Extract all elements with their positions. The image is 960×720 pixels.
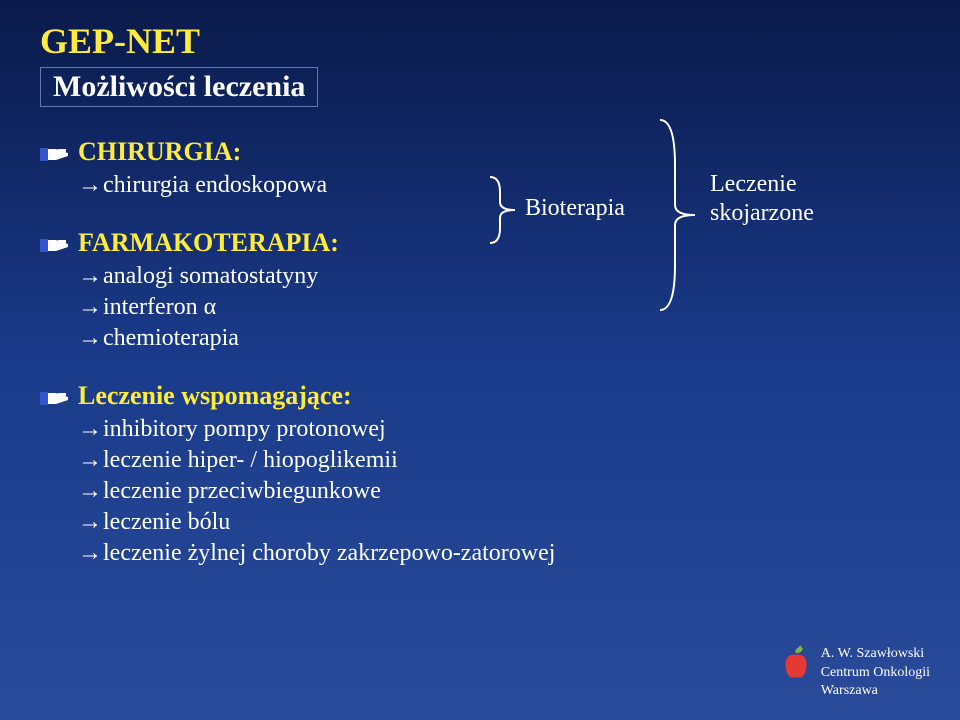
bioterapia-label: Bioterapia <box>525 195 625 222</box>
brace-small-icon <box>485 175 520 245</box>
farmakoterapia-body: FARMAKOTERAPIA: analogi somatostatyny in… <box>78 228 560 356</box>
subtitle-box: Możliwości leczenia <box>40 67 318 107</box>
page-subtitle: Możliwości leczenia <box>53 70 305 104</box>
list-item: leczenie przeciwbiegunkowe <box>103 478 560 505</box>
apple-icon <box>781 645 811 680</box>
point-right-icon <box>40 142 70 167</box>
leczenie-line1: Leczenie <box>710 170 814 199</box>
point-right-icon <box>40 386 70 411</box>
brace-large-icon <box>655 115 700 315</box>
list-item: leczenie hiper- / hiopoglikemii <box>103 447 560 474</box>
leczenie-line2: skojarzone <box>710 199 814 228</box>
point-right-icon <box>40 233 70 258</box>
wspomaganie-heading: Leczenie wspomagające: <box>78 381 560 411</box>
leczenie-label: Leczenie skojarzone <box>710 170 814 228</box>
list-item: inhibitory pompy protonowej <box>103 416 560 443</box>
left-column: CHIRURGIA: chirurgia endoskopowa FARMAKO… <box>40 137 560 596</box>
logo-text: A. W. Szawłowski Centrum Onkologii Warsz… <box>821 645 930 700</box>
wspomaganie-body: Leczenie wspomagające: inhibitory pompy … <box>78 381 560 571</box>
logo-line1: A. W. Szawłowski <box>821 645 930 663</box>
section-chirurgia: CHIRURGIA: chirurgia endoskopowa <box>40 137 560 203</box>
page-title: GEP-NET <box>40 20 920 62</box>
logo-area: A. W. Szawłowski Centrum Onkologii Warsz… <box>781 645 930 700</box>
logo-line2: Centrum Onkologii <box>821 664 930 682</box>
section-farmakoterapia: FARMAKOTERAPIA: analogi somatostatyny in… <box>40 228 560 356</box>
list-item: interferon α <box>103 294 560 321</box>
wspomaganie-list: inhibitory pompy protonowej leczenie hip… <box>78 416 560 567</box>
chirurgia-heading: CHIRURGIA: <box>78 137 560 167</box>
logo-line3: Warszawa <box>821 682 930 700</box>
list-item: analogi somatostatyny <box>103 263 560 290</box>
farmakoterapia-list: analogi somatostatyny interferon α chemi… <box>78 263 560 352</box>
slide-container: GEP-NET Możliwości leczenia CHIRURGIA: c… <box>0 0 960 720</box>
list-item: chemioterapia <box>103 325 560 352</box>
list-item: leczenie żylnej choroby zakrzepowo-zator… <box>103 540 560 567</box>
list-item: leczenie bólu <box>103 509 560 536</box>
section-wspomaganie: Leczenie wspomagające: inhibitory pompy … <box>40 381 560 571</box>
